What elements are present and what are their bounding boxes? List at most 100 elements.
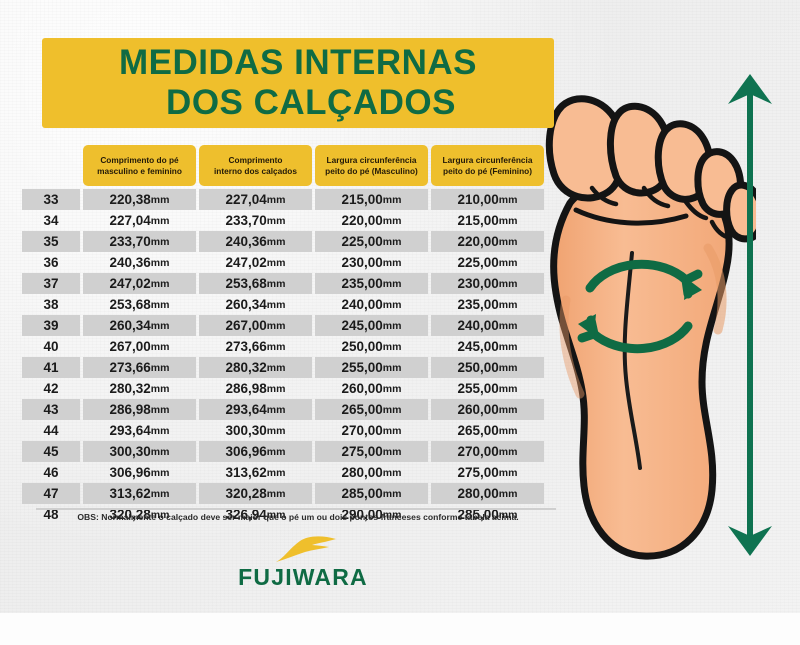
table-cell-interno: 300,30 mm [225,423,286,438]
table-cell-masc: 265,00 mm [315,399,428,420]
table-cell-pe: 273,66 mm [83,357,196,378]
table-cell-size: 42 [43,381,59,396]
table-cell-size: 39 [22,315,80,336]
table-row: 45 300,30 mm 306,96 mm 275,00 mm 270,00 mm [22,441,562,462]
table-cell-pe: 280,32 mm [109,381,170,396]
table-cell-pe: 220,38 mm [83,189,196,210]
table-cell-size: 40 [43,339,59,354]
table-cell-pe: 293,64 mm [109,423,170,438]
table-cell-fem: 260,00 mm [431,399,544,420]
table-cell-masc: 250,00 mm [341,339,402,354]
table-row: 44 293,64 mm 300,30 mm 270,00 mm 265,00 mm [22,420,562,441]
table-cell-pe: 240,36 mm [109,255,170,270]
table-cell-size: 36 [43,255,59,270]
table-cell-size: 33 [22,189,80,210]
table-cell-interno: 253,68 mm [199,273,312,294]
table-cell-size: 37 [22,273,80,294]
table-cell-interno: 306,96 mm [199,441,312,462]
table-cell-masc: 285,00 mm [315,483,428,504]
table-cell-interno: 320,28 mm [199,483,312,504]
table-cell-masc: 280,00 mm [341,465,402,480]
table-cell-interno: 293,64 mm [199,399,312,420]
table-cell-size: 38 [43,297,59,312]
title-banner: MEDIDAS INTERNAS DOS CALÇADOS [42,38,554,128]
table-cell-fem: 215,00 mm [457,213,518,228]
table-row: 38 253,68 mm 260,34 mm 240,00 mm 235,00 mm [22,294,562,315]
table-row: 37 247,02 mm 253,68 mm 235,00 mm 230,00 mm [22,273,562,294]
table-header-size [22,145,80,186]
table-cell-interno: 280,32 mm [199,357,312,378]
table-cell-fem: 285,00 mm [457,507,518,522]
header-line-1: Largura circunferência [326,154,417,165]
table-cell-fem: 280,00 mm [431,483,544,504]
table-row: 39 260,34 mm 267,00 mm 245,00 mm 240,00 mm [22,315,562,336]
obs-note: OBS: Normalmente o calçado deve ser maio… [77,512,519,522]
table-cell-pe: 267,00 mm [109,339,170,354]
table-cell-size: 44 [43,423,59,438]
table-cell-masc: 255,00 mm [315,357,428,378]
table-cell-interno: 240,36 mm [199,231,312,252]
table-row: 34 227,04 mm 233,70 mm 220,00 mm 215,00 mm [22,210,562,231]
table-cell-fem: 220,00 mm [431,231,544,252]
table-cell-size: 48 [43,507,59,522]
table-row: 48 320,28 mm 326,94 mm 290,00 mm 285,00 mm [22,504,562,525]
table-cell-pe: 320,28 mm [109,507,170,522]
table-cell-fem: 210,00 mm [431,189,544,210]
table-header-comprimento-pe: Comprimento do pé masculino e feminino [83,145,196,186]
table-cell-pe: 260,34 mm [83,315,196,336]
table-cell-pe: 300,30 mm [83,441,196,462]
table-cell-size: 35 [22,231,80,252]
table-cell-fem: 245,00 mm [457,339,518,354]
table-cell-interno: 267,00 mm [199,315,312,336]
table-cell-size: 46 [43,465,59,480]
header-line-2: masculino e feminino [97,165,182,176]
table-cell-fem: 270,00 mm [431,441,544,462]
table-cell-interno: 227,04 mm [199,189,312,210]
table-cell-fem: 250,00 mm [431,357,544,378]
brand-logo: FUJIWARA [218,536,388,592]
table-cell-fem: 235,00 mm [457,297,518,312]
table-cell-size: 45 [22,441,80,462]
foot-sole-icon [545,95,756,560]
table-cell-size: 43 [22,399,80,420]
table-cell-pe: 286,98 mm [83,399,196,420]
table-cell-fem: 225,00 mm [457,255,518,270]
page-title-line-1: MEDIDAS INTERNAS [118,43,478,82]
circular-arrow-icon [577,259,703,354]
header-line-1: Comprimento [228,154,283,165]
table-cell-interno: 260,34 mm [225,297,286,312]
table-cell-fem: 240,00 mm [431,315,544,336]
table-cell-fem: 255,00 mm [457,381,518,396]
table-cell-fem: 275,00 mm [457,465,518,480]
table-cell-fem: 265,00 mm [457,423,518,438]
table-row: 35 233,70 mm 240,36 mm 225,00 mm 220,00 mm [22,231,562,252]
table-cell-pe: 247,02 mm [83,273,196,294]
table-cell-size: 47 [22,483,80,504]
table-header-row: Comprimento do pé masculino e feminino C… [22,145,562,186]
table-row: 46 306,96 mm 313,62 mm 280,00 mm 275,00 mm [22,462,562,483]
header-line-1: Comprimento do pé [100,154,179,165]
table-cell-interno: 273,66 mm [225,339,286,354]
header-line-2: peito do pé (Feminino) [443,165,532,176]
table-cell-pe: 227,04 mm [109,213,170,228]
table-cell-masc: 245,00 mm [315,315,428,336]
table-cell-interno: 233,70 mm [225,213,286,228]
table-cell-pe: 233,70 mm [83,231,196,252]
double-headed-vertical-arrow-icon [728,74,772,556]
table-cell-masc: 220,00 mm [341,213,402,228]
table-body: 33 220,38 mm 227,04 mm 215,00 mm 210,00 mm 34 227,… [22,189,562,525]
header-line-1: Largura circunferência [442,154,533,165]
table-row: 40 267,00 mm 273,66 mm 250,00 mm 245,00 mm [22,336,562,357]
table-row: 43 286,98 mm 293,64 mm 265,00 mm 260,00 mm [22,399,562,420]
table-cell-pe: 306,96 mm [109,465,170,480]
table-cell-pe: 253,68 mm [109,297,170,312]
table-cell-interno: 247,02 mm [225,255,286,270]
table-cell-fem: 230,00 mm [431,273,544,294]
table-cell-masc: 215,00 mm [315,189,428,210]
table-row: 42 280,32 mm 286,98 mm 260,00 mm 255,00 mm [22,378,562,399]
note-separator [36,508,556,510]
table-header-largura-feminino: Largura circunferência peito do pé (Femi… [431,145,544,186]
table-cell-masc: 260,00 mm [341,381,402,396]
table-cell-interno: 313,62 mm [225,465,286,480]
